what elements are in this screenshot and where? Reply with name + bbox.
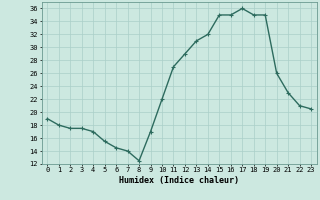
X-axis label: Humidex (Indice chaleur): Humidex (Indice chaleur) — [119, 176, 239, 185]
